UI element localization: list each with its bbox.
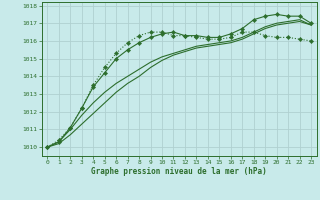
X-axis label: Graphe pression niveau de la mer (hPa): Graphe pression niveau de la mer (hPa): [91, 167, 267, 176]
